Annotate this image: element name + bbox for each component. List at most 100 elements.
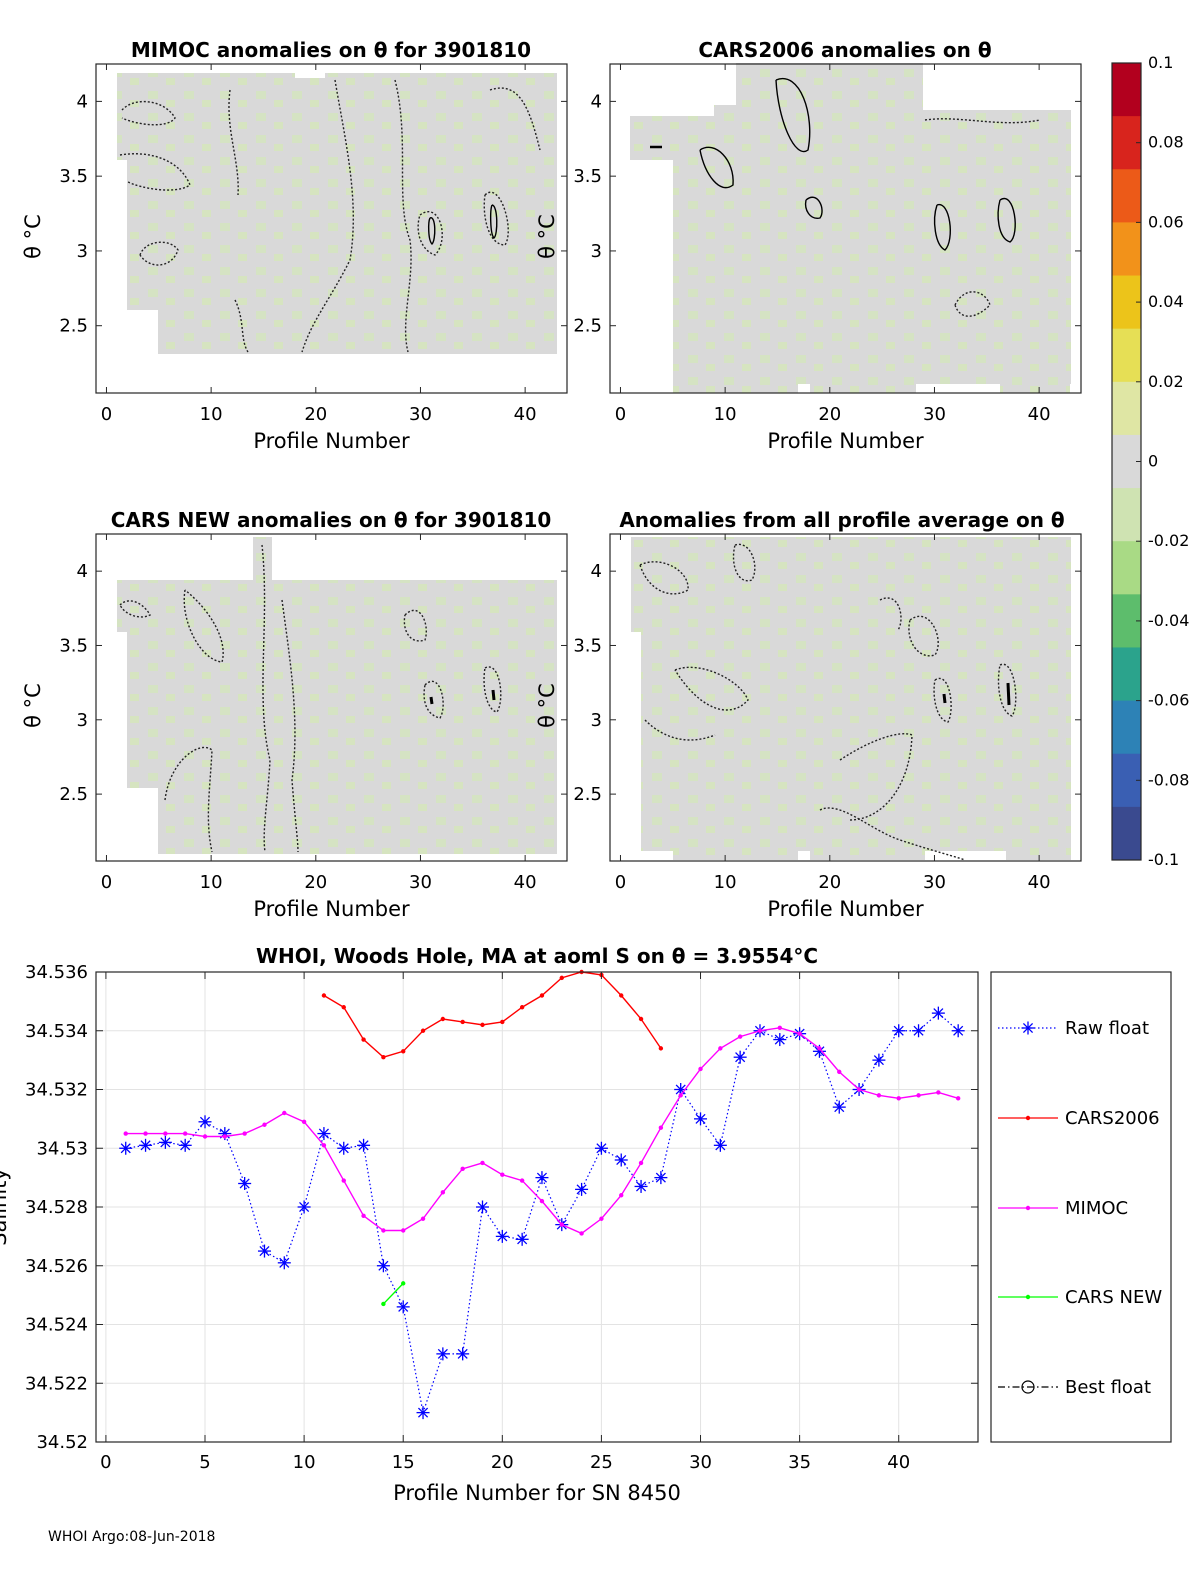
mimoc-point [519, 1178, 525, 1183]
y-tick-label: 3 [77, 241, 88, 262]
cars2006-point [440, 1016, 446, 1022]
mimoc-point [301, 1119, 307, 1125]
cars2006-point [658, 1046, 664, 1051]
mimoc-point [757, 1028, 763, 1033]
panel-xlabel: Profile Number [767, 897, 924, 921]
legend-label: MIMOC [1065, 1198, 1128, 1219]
panel-ylabel: θ °C [535, 214, 559, 259]
mimoc-point [539, 1198, 545, 1204]
mimoc-point [955, 1096, 961, 1101]
mimoc-point [658, 1125, 664, 1130]
x-tick-label: 40 [514, 404, 537, 425]
cars2006-point [361, 1037, 366, 1042]
cars2006-point [401, 1049, 406, 1054]
chart-xlabel: Profile Number for SN 8450 [393, 1481, 681, 1505]
y-tick-label: 34.526 [25, 1256, 88, 1277]
chart-grid [96, 971, 978, 1443]
colorbar-tick-label: 0.02 [1148, 372, 1184, 391]
panel-axis-mimoc: 0 10 20 30 40 2.5 3 3.5 4 Profile Number θ °C [21, 63, 568, 453]
legend-cars2006-point [1025, 1115, 1031, 1121]
raw-float-point [178, 1138, 192, 1152]
legend-entry-cars-new: CARS NEW [998, 1287, 1162, 1308]
panel-title: MIMOC anomalies on θ for 3901810 [131, 38, 531, 62]
x-tick-label: 40 [1028, 872, 1051, 893]
colorbar: 0.1 0.08 0.06 0.04 0.02 0 -0.02 -0.04 -0.06 -0.08… [1111, 53, 1189, 869]
mimoc-point [817, 1046, 822, 1051]
panel-frame [95, 63, 568, 394]
mimoc-point [579, 1231, 584, 1236]
x-tick-label: 35 [788, 1452, 811, 1473]
legend-mimoc-point [1025, 1205, 1031, 1211]
mimoc-point [202, 1134, 208, 1139]
colorbar-tick-label: 0.06 [1148, 212, 1184, 231]
y-tick-label: 34.53 [36, 1138, 88, 1159]
chart-title: WHOI, Woods Hole, MA at aoml S on θ = 3.… [256, 944, 818, 968]
raw-float-point [337, 1141, 351, 1155]
chart-series [119, 969, 965, 1420]
y-tick-label: 34.528 [25, 1197, 88, 1218]
legend-entry-mimoc: MIMOC [998, 1198, 1128, 1219]
raw-float-point [931, 1006, 945, 1020]
raw-float-point [277, 1256, 291, 1270]
raw-float-point [832, 1100, 846, 1114]
raw-float-point [198, 1115, 212, 1129]
panel-axis-allavg: 0 10 20 30 40 2.5 3 3.5 4 Profile Number θ °C [535, 533, 1082, 921]
y-tick-label: 3.5 [573, 635, 602, 656]
cars-new-point [401, 1281, 406, 1286]
legend-cars-new-point [1025, 1294, 1031, 1300]
legend-entry-raw-float: Raw float [998, 1018, 1149, 1039]
colorbar-tick-label: -0.08 [1148, 770, 1189, 789]
mimoc-point [341, 1178, 346, 1183]
anomaly-field [631, 537, 1071, 861]
raw-float-point [456, 1347, 470, 1361]
y-tick-label: 2.5 [573, 316, 602, 337]
x-tick-label: 30 [923, 404, 946, 425]
raw-float-point [396, 1300, 410, 1314]
x-tick-label: 10 [200, 872, 223, 893]
raw-float-point [674, 1083, 688, 1096]
x-tick-label: 30 [409, 872, 432, 893]
mimoc-point [856, 1087, 862, 1092]
colorbar-segment [1112, 806, 1141, 861]
x-tick-label: 10 [200, 404, 223, 425]
raw-float-point [713, 1138, 727, 1152]
mimoc-point [678, 1093, 683, 1098]
legend-best-float-point [1021, 1380, 1035, 1394]
mimoc-point [638, 1160, 644, 1166]
mimoc-point [123, 1131, 128, 1136]
cars2006-point [381, 1054, 386, 1060]
y-tick-label: 4 [77, 561, 88, 582]
mimoc-point [440, 1190, 446, 1195]
cars2006-point [638, 1016, 644, 1022]
mimoc-point [896, 1096, 901, 1101]
footer-stamp: WHOI Argo:08-Jun-2018 [48, 1529, 215, 1545]
colorbar-segment [1112, 488, 1141, 542]
raw-float-point [238, 1177, 252, 1190]
raw-float-point [654, 1171, 668, 1185]
panel-xlabel: Profile Number [767, 429, 924, 453]
raw-float-point [297, 1200, 311, 1214]
chart-ylabel: Salinity [0, 1168, 11, 1246]
series-mimoc [123, 1025, 961, 1236]
raw-float-point [535, 1171, 549, 1185]
legend-label: CARS NEW [1065, 1287, 1162, 1308]
raw-float-point [376, 1259, 390, 1273]
raw-float-point [575, 1182, 589, 1196]
mimoc-point [936, 1090, 941, 1095]
x-tick-label: 20 [304, 872, 327, 893]
panel-ylabel: θ °C [21, 214, 45, 259]
panel-ylabel: θ °C [535, 683, 559, 728]
raw-float-point [475, 1200, 489, 1214]
x-tick-label: 40 [887, 1452, 910, 1473]
mimoc-point [242, 1131, 247, 1136]
mimoc-point [619, 1193, 624, 1198]
series-cars-new [381, 1281, 406, 1307]
y-tick-label: 4 [591, 91, 602, 112]
colorbar-segment [1112, 700, 1141, 755]
mimoc-point [182, 1131, 188, 1136]
legend-entry-best-float: Best float [998, 1377, 1151, 1398]
mimoc-point [559, 1222, 564, 1227]
panel-title: CARS NEW anomalies on θ for 3901810 [111, 508, 552, 532]
panel-ylabel: θ °C [21, 683, 45, 728]
x-tick-label: 40 [1028, 404, 1051, 425]
